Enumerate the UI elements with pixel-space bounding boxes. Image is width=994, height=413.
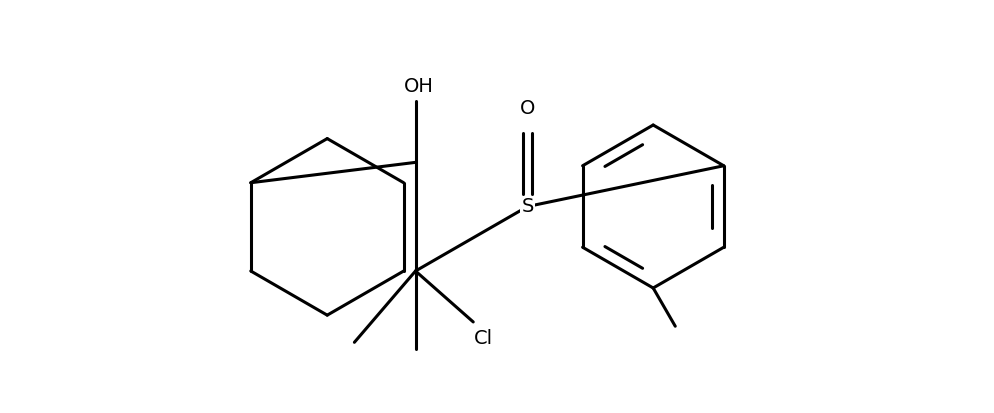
Text: OH: OH	[404, 77, 433, 96]
Text: O: O	[520, 99, 535, 118]
Text: S: S	[522, 197, 534, 216]
Text: Cl: Cl	[474, 329, 493, 348]
